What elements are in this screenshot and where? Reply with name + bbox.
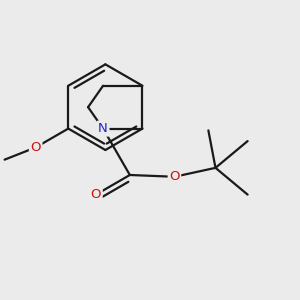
Text: O: O (169, 170, 180, 183)
Text: O: O (91, 188, 101, 201)
Text: N: N (98, 122, 108, 135)
Text: O: O (30, 141, 41, 154)
